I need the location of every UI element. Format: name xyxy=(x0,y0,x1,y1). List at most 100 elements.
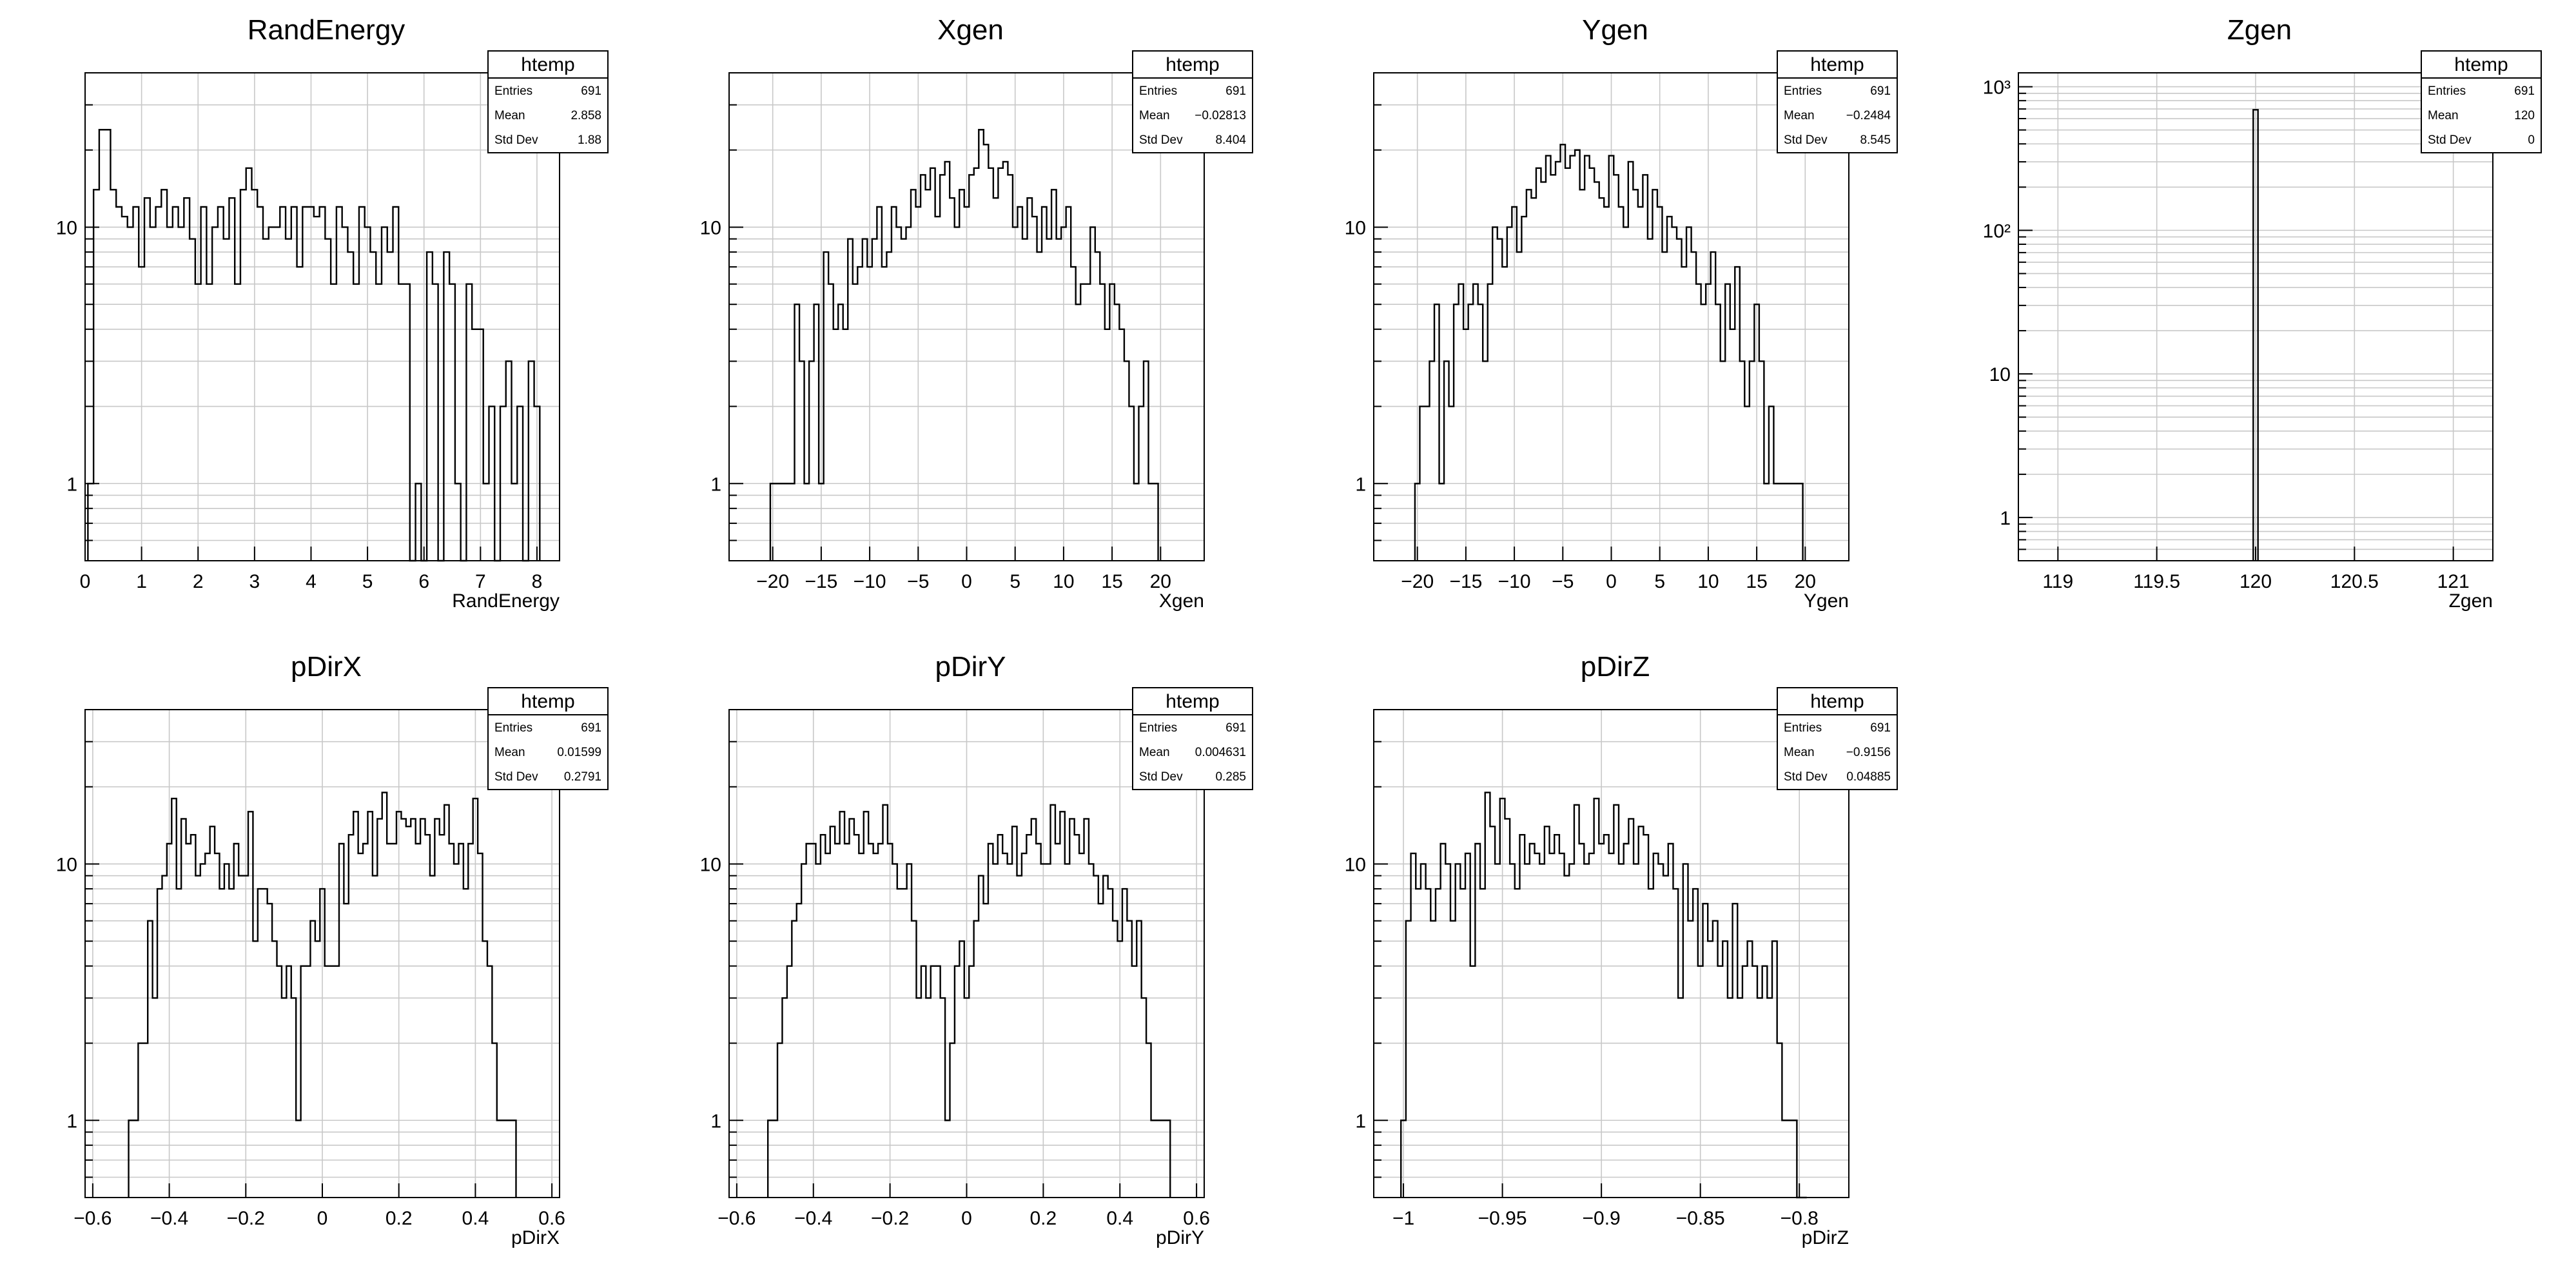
stats-box-name: htemp xyxy=(1810,691,1864,712)
panel-2: −20 −15 −10 −5 0 5 10 15 20 1 10 Ygen Ygen htemp Entri… xyxy=(1345,14,1898,612)
stats-box: htemp Entries 691 Mean −0.02813 Std Dev 8.404 xyxy=(1132,50,1253,153)
x-tick-label: 0 xyxy=(80,571,91,592)
stats-row-label: Mean xyxy=(1784,746,1815,759)
x-tick-label: 0.2 xyxy=(385,1208,413,1229)
x-tick-label: −0.8 xyxy=(1781,1208,1819,1229)
stats-row-value: 8.404 xyxy=(1215,133,1246,147)
stats-row-label: Mean xyxy=(494,746,525,759)
x-tick-label: 10 xyxy=(1697,571,1719,592)
stats-row-value: 691 xyxy=(2514,84,2535,98)
x-tick-label: −15 xyxy=(1449,571,1482,592)
x-tick-label: 8 xyxy=(532,571,543,592)
x-tick-label: 20 xyxy=(1795,571,1816,592)
x-tick-label: 120 xyxy=(2239,571,2272,592)
plot-frame xyxy=(84,72,560,561)
chart-title: RandEnergy xyxy=(248,14,405,46)
panel-0: 0 1 2 3 4 5 6 7 8 1 10 RandEnergy RandEnergy htemp Ent… xyxy=(56,14,609,612)
plot-frame xyxy=(2018,72,2493,561)
plot-frame xyxy=(728,709,1205,1198)
y-tick-label: 10 xyxy=(56,854,77,875)
stats-box-name: htemp xyxy=(521,54,574,75)
chart-title: Ygen xyxy=(1582,14,1648,46)
stats-row-label: Entries xyxy=(494,84,532,98)
x-tick-label: 3 xyxy=(249,571,260,592)
y-tick-label: 1 xyxy=(710,474,721,495)
stats-row-label: Mean xyxy=(1139,109,1170,122)
stats-row-value: 691 xyxy=(1225,84,1246,98)
stats-row-label: Mean xyxy=(1784,109,1815,122)
x-axis-label: Zgen xyxy=(2449,590,2493,612)
stats-box-frame xyxy=(1777,687,1898,790)
y-tick-label: 10 xyxy=(1345,854,1366,875)
stats-box-frame xyxy=(487,50,609,153)
x-tick-label: −0.9 xyxy=(1583,1208,1621,1229)
x-tick-label: −10 xyxy=(854,571,886,592)
stats-box-frame xyxy=(487,687,609,790)
stats-row-value: 120 xyxy=(2514,109,2535,122)
x-tick-label: 0.6 xyxy=(1183,1208,1210,1229)
y-tick-label: 10³ xyxy=(1983,77,2011,99)
y-tick-label: 1 xyxy=(66,474,77,495)
x-tick-label: −0.2 xyxy=(227,1208,265,1229)
stats-row-label: Entries xyxy=(2428,84,2466,98)
x-tick-label: −0.6 xyxy=(73,1208,112,1229)
stats-row-value: 0 xyxy=(2528,133,2535,147)
stats-box-name: htemp xyxy=(1166,54,1219,75)
x-tick-label: 15 xyxy=(1746,571,1767,592)
x-axis-label: pDirZ xyxy=(1802,1227,1849,1248)
x-tick-label: 10 xyxy=(1053,571,1074,592)
panel-5: −0.6 −0.4 −0.2 0 0.2 0.4 0.6 1 10 pDirY pDirY htemp… xyxy=(700,651,1253,1248)
x-tick-label: 0 xyxy=(961,1208,972,1229)
y-tick-label: 1 xyxy=(710,1111,721,1132)
x-tick-label: 0.2 xyxy=(1030,1208,1057,1229)
stats-box: htemp Entries 691 Mean 0.004631 Std Dev 0.285 xyxy=(1132,687,1253,790)
x-tick-label: 20 xyxy=(1150,571,1171,592)
stats-box-frame xyxy=(1132,50,1253,153)
x-tick-label: −0.85 xyxy=(1676,1208,1725,1229)
y-tick-label: 1 xyxy=(66,1111,77,1132)
x-tick-label: −20 xyxy=(1401,571,1434,592)
histogram-bars xyxy=(1414,144,1804,561)
stats-row-value: 1.88 xyxy=(578,133,601,147)
x-tick-label: 0.4 xyxy=(462,1208,489,1229)
chart-title: pDirZ xyxy=(1581,651,1650,683)
x-tick-label: 121 xyxy=(2437,571,2470,592)
chart-title: Zgen xyxy=(2227,14,2292,46)
x-tick-label: 6 xyxy=(418,571,429,592)
stats-box-name: htemp xyxy=(2454,54,2508,75)
stats-box-frame xyxy=(2421,50,2542,153)
x-tick-label: 0 xyxy=(1606,571,1617,592)
stats-row-value: 691 xyxy=(1870,721,1891,735)
x-tick-label: 119.5 xyxy=(2133,571,2180,592)
x-axis-label: Ygen xyxy=(1804,590,1849,612)
histogram-bars xyxy=(1400,791,1807,1199)
panel-6: −1 −0.95 −0.9 −0.85 −0.8 1 10 pDirZ pDirZ htemp En… xyxy=(1345,651,1898,1248)
y-tick-label: 10 xyxy=(700,854,721,875)
chart-title: pDirX xyxy=(291,651,362,683)
x-axis-label: pDirY xyxy=(1156,1227,1204,1248)
stats-row-label: Std Dev xyxy=(1784,770,1828,784)
y-tick-label: 1 xyxy=(1355,1111,1366,1132)
stats-box: htemp Entries 691 Mean 120 Std Dev 0 xyxy=(2421,50,2542,153)
x-tick-label: −5 xyxy=(907,571,929,592)
stats-row-label: Std Dev xyxy=(1139,770,1183,784)
stats-row-label: Mean xyxy=(1139,746,1170,759)
y-tick-label: 1 xyxy=(2000,508,2011,529)
stats-row-label: Std Dev xyxy=(1139,133,1183,147)
y-tick-label: 10 xyxy=(700,217,721,238)
plot-frame xyxy=(728,72,1205,561)
histogram-bars xyxy=(766,804,1171,1198)
x-tick-label: −20 xyxy=(756,571,789,592)
x-axis-label: pDirX xyxy=(511,1227,560,1248)
x-tick-label: 0 xyxy=(317,1208,328,1229)
stats-row-label: Entries xyxy=(1784,84,1822,98)
chart-title: pDirY xyxy=(935,651,1006,683)
panel-3: 119 119.5 120 120.5 121 1 10 10² 10³ Zgen Zgen htem… xyxy=(1983,14,2542,612)
stats-row-label: Std Dev xyxy=(494,770,538,784)
x-tick-label: 0.4 xyxy=(1106,1208,1133,1229)
stats-row-value: −0.02813 xyxy=(1195,109,1246,122)
plot-frame xyxy=(84,709,560,1198)
stats-row-value: 691 xyxy=(581,721,601,735)
stats-row-value: 2.858 xyxy=(571,109,601,122)
